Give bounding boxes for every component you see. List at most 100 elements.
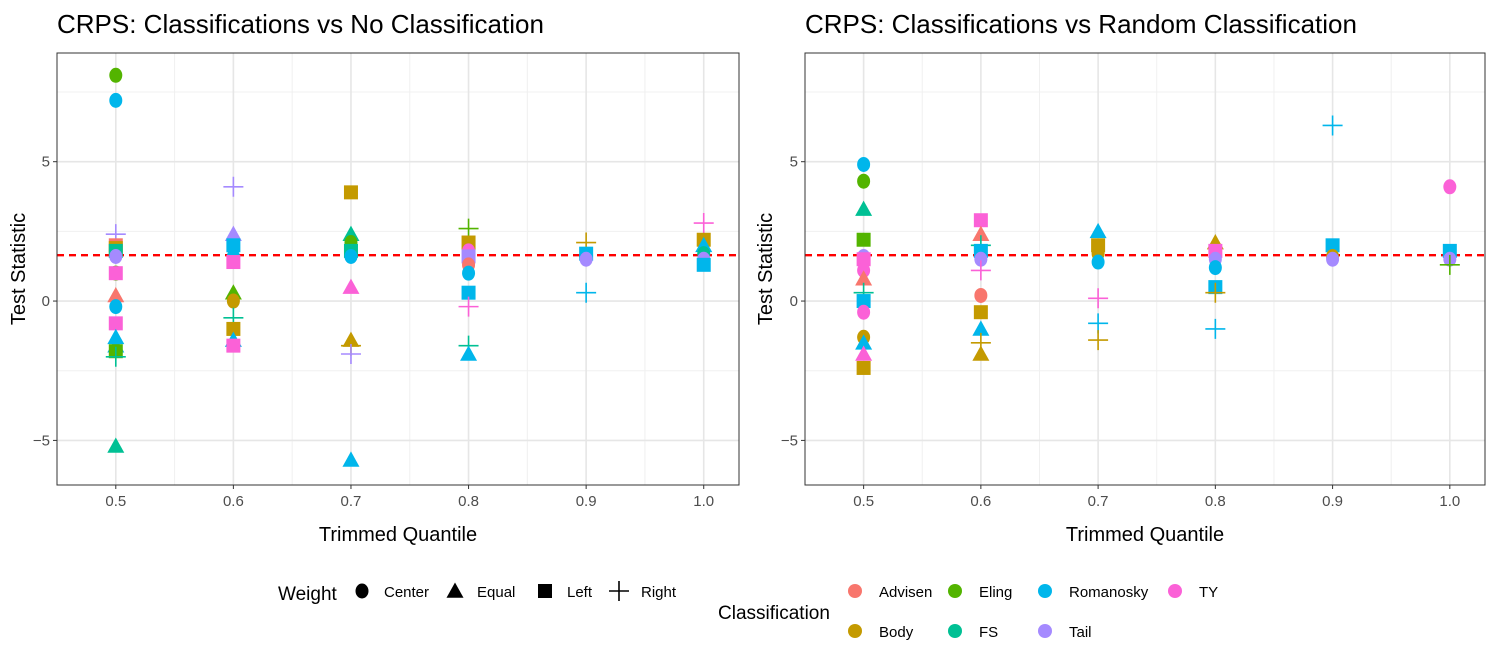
left-x-tick-label: 0.7 bbox=[341, 493, 362, 510]
right-x-tick-label: 0.5 bbox=[853, 493, 874, 510]
left-point-romanosky-center bbox=[462, 265, 476, 281]
right-panel: CRPS: Classifications vs Random Classifi… bbox=[755, 9, 1486, 546]
legend-ty-swatch bbox=[1168, 584, 1182, 598]
left-point-fs-equal bbox=[107, 437, 125, 453]
right-y-axis-label: Test Statistic bbox=[755, 213, 777, 325]
left-point-ty-right bbox=[458, 296, 479, 317]
legend-body-swatch bbox=[848, 624, 862, 638]
left-point-body-left bbox=[226, 321, 241, 336]
left-point-tail-center bbox=[109, 248, 123, 264]
legend-weight-right: Right bbox=[641, 584, 677, 601]
right-x-axis-label: Trimmed Quantile bbox=[1066, 524, 1224, 546]
right-point-tail-center bbox=[974, 251, 988, 267]
left-point-romanosky-left bbox=[461, 285, 476, 300]
left-point-eling-center bbox=[109, 67, 123, 83]
left-point-romanosky-left bbox=[226, 238, 241, 253]
legend-equal-icon bbox=[446, 582, 464, 598]
right-point-fs-equal bbox=[855, 200, 873, 216]
right-point-ty-center bbox=[857, 304, 871, 320]
legend-weight-center: Center bbox=[384, 584, 429, 601]
left-point-ty-left bbox=[108, 316, 123, 331]
legend-fs-swatch bbox=[948, 624, 962, 638]
right-point-body-right bbox=[1205, 282, 1226, 303]
right-point-romanosky-right bbox=[1322, 115, 1343, 136]
legend-right-icon bbox=[609, 581, 629, 601]
right-y-tick-label: 5 bbox=[790, 154, 798, 171]
right-point-romanosky-right bbox=[1088, 313, 1109, 334]
right-chart-title: CRPS: Classifications vs Random Classifi… bbox=[805, 9, 1357, 39]
legend-romanosky-swatch bbox=[1038, 584, 1052, 598]
legend-class-body: Body bbox=[879, 624, 914, 641]
left-point-body-center bbox=[226, 293, 240, 309]
classification-legend: Classification Advisen Eling Romanosky TY Bo… bbox=[718, 584, 1218, 641]
left-point-ty-equal bbox=[342, 278, 360, 294]
right-point-romanosky-center bbox=[1091, 254, 1105, 270]
weight-legend-title: Weight bbox=[278, 584, 338, 605]
right-point-romanosky-left bbox=[1325, 238, 1340, 253]
right-point-eling-right bbox=[1439, 254, 1460, 275]
right-y-ticks: −5 0 5 bbox=[781, 154, 805, 449]
right-point-eling-left bbox=[856, 232, 871, 247]
right-point-romanosky-center bbox=[857, 156, 871, 172]
left-point-ty-right bbox=[693, 213, 714, 234]
right-x-ticks: 0.5 0.6 0.7 0.8 0.9 1.0 bbox=[853, 485, 1460, 510]
right-x-tick-label: 0.8 bbox=[1205, 493, 1226, 510]
left-point-ty-left bbox=[226, 338, 241, 353]
right-x-tick-label: 0.7 bbox=[1088, 493, 1109, 510]
right-plot-border bbox=[804, 52, 1486, 486]
right-point-romanosky-equal bbox=[972, 320, 990, 336]
right-points bbox=[853, 115, 1460, 375]
left-chart-title: CRPS: Classifications vs No Classificati… bbox=[57, 9, 544, 39]
left-point-romanosky-center bbox=[109, 92, 123, 108]
left-point-tail-right bbox=[340, 344, 361, 365]
right-point-romanosky-equal bbox=[855, 334, 873, 350]
right-point-body-left bbox=[973, 305, 988, 320]
left-x-tick-label: 1.0 bbox=[693, 493, 714, 510]
left-point-body-left bbox=[343, 185, 358, 200]
right-point-body-left bbox=[856, 360, 871, 375]
right-point-ty-center bbox=[1443, 179, 1457, 195]
right-point-romanosky-right bbox=[1205, 318, 1226, 339]
legend-advisen-swatch bbox=[848, 584, 862, 598]
right-point-body-right bbox=[1088, 330, 1109, 351]
left-point-romanosky-equal bbox=[460, 345, 478, 361]
left-point-fs-right bbox=[105, 346, 126, 367]
left-y-ticks: −5 0 5 bbox=[33, 154, 57, 449]
left-y-tick-label: 5 bbox=[42, 154, 50, 171]
classification-legend-title: Classification bbox=[718, 603, 830, 624]
right-x-tick-label: 1.0 bbox=[1439, 493, 1460, 510]
right-point-ty-right bbox=[970, 260, 991, 281]
legend-weight-left: Left bbox=[567, 584, 593, 601]
left-y-tick-label: −5 bbox=[33, 432, 50, 449]
left-point-romanosky-equal bbox=[107, 328, 125, 345]
right-point-romanosky-center bbox=[1208, 260, 1222, 276]
left-x-tick-label: 0.9 bbox=[576, 493, 597, 510]
weight-legend: Weight Center Equal Left Right bbox=[278, 581, 677, 605]
right-point-advisen-equal bbox=[855, 270, 873, 286]
right-x-tick-label: 0.6 bbox=[970, 493, 991, 510]
right-point-eling-center bbox=[857, 173, 871, 189]
legend-tail-swatch bbox=[1038, 624, 1052, 638]
right-point-advisen-center bbox=[974, 287, 988, 303]
left-points bbox=[105, 67, 714, 467]
left-point-advisen-equal bbox=[107, 286, 125, 303]
right-point-romanosky-left bbox=[856, 294, 871, 309]
left-point-ty-left bbox=[108, 266, 123, 281]
right-point-ty-right bbox=[1088, 288, 1109, 309]
left-point-tail-right bbox=[223, 176, 244, 197]
right-point-body-equal bbox=[972, 345, 990, 361]
right-point-ty-left bbox=[973, 213, 988, 228]
legend-class-ty: TY bbox=[1199, 584, 1218, 601]
right-point-advisen-equal bbox=[972, 225, 990, 241]
left-point-romanosky-center bbox=[109, 299, 123, 315]
right-point-romanosky-equal bbox=[1089, 222, 1107, 239]
left-y-axis-label: Test Statistic bbox=[8, 213, 30, 325]
left-panel: CRPS: Classifications vs No Classificati… bbox=[8, 9, 740, 546]
legend-class-fs: FS bbox=[979, 624, 998, 641]
left-gridlines bbox=[57, 53, 739, 485]
legend-class-advisen: Advisen bbox=[879, 584, 932, 601]
legend-left-icon bbox=[538, 584, 552, 598]
legend-center-icon bbox=[355, 583, 369, 599]
left-point-tail-equal bbox=[224, 225, 242, 241]
left-point-eling-right bbox=[458, 218, 479, 239]
